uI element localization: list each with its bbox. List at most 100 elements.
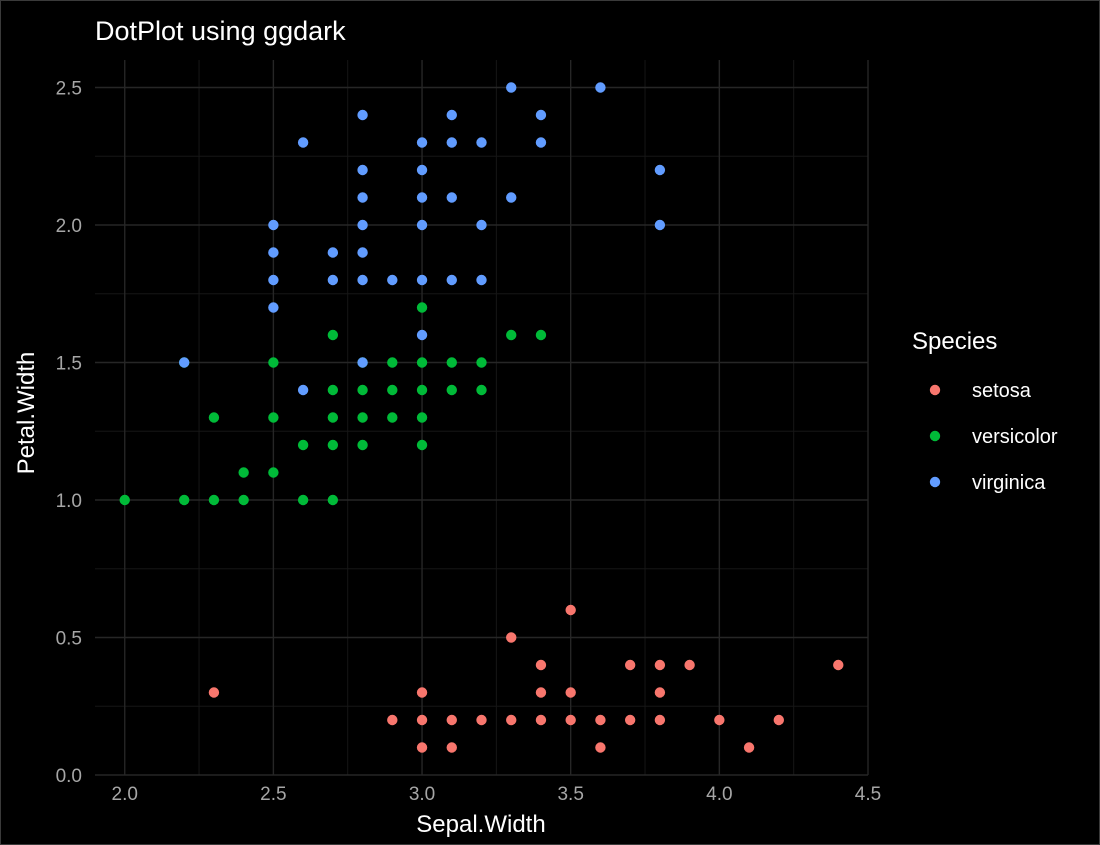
data-point-virginica bbox=[446, 109, 457, 121]
data-point-versicolor bbox=[387, 384, 398, 396]
data-point-versicolor bbox=[357, 439, 368, 451]
y-tick-label: 1.5 bbox=[56, 354, 82, 375]
data-point-virginica bbox=[357, 164, 368, 176]
minor-gridlines bbox=[95, 60, 868, 775]
legend-title: Species bbox=[912, 328, 997, 355]
data-point-virginica bbox=[535, 109, 547, 121]
data-point-setosa bbox=[416, 687, 428, 698]
data-point-virginica bbox=[595, 82, 606, 93]
data-point-setosa bbox=[833, 659, 844, 671]
data-point-setosa bbox=[565, 687, 576, 698]
x-axis-title: Sepal.Width bbox=[416, 811, 545, 838]
data-point-setosa bbox=[624, 659, 636, 671]
data-point-setosa bbox=[714, 714, 725, 726]
data-point-setosa bbox=[654, 659, 666, 671]
data-point-versicolor bbox=[446, 357, 457, 368]
data-point-versicolor bbox=[416, 439, 428, 451]
data-point-versicolor bbox=[357, 412, 368, 423]
data-point-versicolor bbox=[268, 467, 279, 478]
data-point-virginica bbox=[327, 274, 339, 286]
y-axis-tick-labels: 0.0 0.5 1.0 1.5 2.0 2.5 bbox=[56, 79, 82, 788]
data-point-setosa bbox=[506, 632, 517, 643]
data-point-virginica bbox=[357, 247, 368, 258]
data-point-setosa bbox=[565, 714, 576, 726]
data-point-virginica bbox=[416, 329, 428, 341]
data-point-versicolor bbox=[327, 329, 339, 341]
data-point-virginica bbox=[268, 302, 279, 313]
data-point-versicolor bbox=[327, 412, 339, 423]
data-point-virginica bbox=[268, 247, 279, 258]
legend-key-virginica bbox=[929, 476, 941, 488]
data-point-setosa bbox=[416, 742, 428, 753]
data-point-virginica bbox=[654, 219, 666, 231]
data-point-setosa bbox=[624, 714, 636, 726]
legend: Species setosa versicolor virginica bbox=[912, 328, 1058, 494]
data-point-versicolor bbox=[297, 439, 309, 451]
data-point-versicolor bbox=[327, 494, 339, 506]
y-tick-label: 1.0 bbox=[56, 491, 82, 512]
data-point-versicolor bbox=[506, 329, 517, 341]
data-point-virginica bbox=[506, 82, 517, 93]
data-point-virginica bbox=[476, 137, 487, 148]
data-point-virginica bbox=[476, 274, 487, 286]
data-point-versicolor bbox=[268, 357, 279, 368]
data-point-versicolor bbox=[416, 302, 428, 313]
data-point-versicolor bbox=[178, 494, 190, 506]
data-point-virginica bbox=[446, 274, 457, 286]
data-point-setosa bbox=[416, 714, 428, 726]
data-point-versicolor bbox=[476, 357, 487, 368]
y-tick-label: 2.5 bbox=[56, 79, 82, 100]
data-point-virginica bbox=[416, 274, 428, 286]
data-point-virginica bbox=[357, 192, 368, 203]
data-point-virginica bbox=[178, 357, 190, 368]
data-point-versicolor bbox=[416, 384, 428, 396]
data-point-setosa bbox=[446, 714, 457, 726]
data-point-virginica bbox=[357, 357, 368, 368]
legend-label-setosa: setosa bbox=[972, 380, 1032, 402]
data-point-setosa bbox=[535, 687, 547, 698]
x-tick-label: 3.5 bbox=[557, 784, 583, 805]
data-point-versicolor bbox=[327, 439, 339, 451]
data-point-virginica bbox=[416, 164, 428, 176]
data-point-versicolor bbox=[357, 384, 368, 396]
data-point-virginica bbox=[446, 137, 457, 148]
x-tick-label: 4.0 bbox=[706, 784, 732, 805]
data-point-virginica bbox=[506, 192, 517, 203]
data-point-versicolor bbox=[387, 412, 398, 423]
data-point-virginica bbox=[357, 274, 368, 286]
data-point-virginica bbox=[357, 219, 368, 231]
data-point-versicolor bbox=[297, 494, 309, 506]
data-point-virginica bbox=[268, 274, 279, 286]
data-point-setosa bbox=[565, 604, 576, 616]
data-point-setosa bbox=[743, 742, 755, 753]
data-point-versicolor bbox=[387, 357, 398, 368]
data-point-virginica bbox=[297, 137, 309, 148]
data-point-versicolor bbox=[327, 384, 339, 396]
data-point-versicolor bbox=[535, 329, 547, 341]
data-point-versicolor bbox=[238, 494, 249, 506]
data-point-versicolor bbox=[119, 494, 130, 506]
data-point-virginica bbox=[297, 384, 309, 396]
data-point-setosa bbox=[595, 714, 606, 726]
y-axis-title: Petal.Width bbox=[13, 352, 40, 475]
data-point-setosa bbox=[654, 714, 666, 726]
x-tick-label: 3.0 bbox=[409, 784, 435, 805]
data-point-setosa bbox=[773, 714, 785, 726]
x-tick-label: 2.5 bbox=[260, 784, 286, 805]
legend-key-setosa bbox=[929, 384, 941, 396]
data-point-versicolor bbox=[208, 412, 220, 423]
data-point-virginica bbox=[327, 247, 339, 258]
data-point-versicolor bbox=[268, 412, 279, 423]
data-point-setosa bbox=[684, 659, 695, 671]
data-points bbox=[119, 82, 844, 753]
data-point-versicolor bbox=[416, 412, 428, 423]
legend-key-versicolor bbox=[929, 430, 941, 442]
data-point-virginica bbox=[654, 164, 666, 176]
y-tick-label: 0.0 bbox=[56, 766, 82, 787]
data-point-setosa bbox=[535, 659, 547, 671]
y-tick-label: 0.5 bbox=[56, 629, 82, 650]
data-point-virginica bbox=[476, 219, 487, 231]
data-point-virginica bbox=[446, 192, 457, 203]
